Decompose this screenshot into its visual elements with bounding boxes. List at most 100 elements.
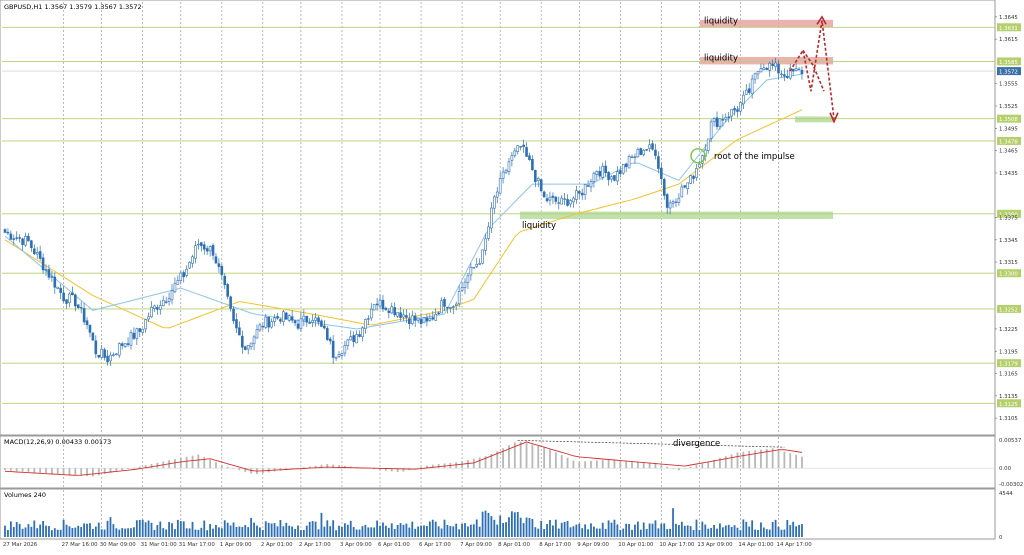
candle[interactable] (308, 318, 312, 324)
candle[interactable] (176, 275, 180, 285)
candle[interactable] (15, 231, 19, 241)
candle[interactable] (648, 139, 651, 153)
candle[interactable] (317, 315, 320, 326)
candle[interactable] (144, 318, 147, 333)
candle[interactable] (79, 301, 83, 314)
candle[interactable] (510, 151, 514, 167)
candle[interactable] (243, 345, 247, 351)
candle[interactable] (323, 320, 326, 330)
candle[interactable] (478, 258, 481, 265)
candle[interactable] (516, 145, 520, 155)
candle[interactable] (522, 139, 525, 153)
candle[interactable] (507, 157, 511, 176)
candle[interactable] (232, 306, 235, 324)
candle[interactable] (27, 232, 30, 242)
candle[interactable] (680, 183, 684, 198)
candle[interactable] (337, 350, 341, 358)
candle[interactable] (771, 59, 774, 70)
candle[interactable] (161, 295, 165, 307)
candle[interactable] (249, 342, 253, 350)
candle[interactable] (167, 292, 171, 306)
candle[interactable] (44, 264, 48, 276)
candle[interactable] (264, 313, 268, 330)
candle[interactable] (569, 198, 572, 208)
candle[interactable] (88, 324, 92, 338)
candle[interactable] (706, 138, 710, 154)
candle[interactable] (422, 317, 426, 324)
candle[interactable] (618, 165, 622, 178)
candle[interactable] (372, 304, 376, 311)
candle[interactable] (566, 194, 569, 207)
candle[interactable] (290, 310, 294, 324)
candle[interactable] (194, 240, 197, 264)
candle[interactable] (185, 265, 188, 278)
candle[interactable] (504, 168, 508, 174)
candle[interactable] (765, 66, 769, 71)
candle[interactable] (794, 63, 798, 72)
candle[interactable] (551, 192, 555, 204)
candle[interactable] (103, 347, 106, 361)
candle[interactable] (132, 327, 136, 340)
candle[interactable] (384, 306, 388, 312)
candle[interactable] (76, 304, 80, 309)
candle[interactable] (305, 315, 309, 327)
candle[interactable] (153, 304, 156, 312)
candle[interactable] (586, 180, 590, 188)
candle[interactable] (74, 293, 77, 312)
candle[interactable] (460, 281, 464, 292)
candle[interactable] (797, 67, 801, 71)
candle[interactable] (115, 353, 118, 356)
candle[interactable] (718, 118, 722, 130)
candle[interactable] (138, 327, 142, 338)
candle[interactable] (434, 308, 438, 321)
candle[interactable] (282, 310, 285, 326)
candle[interactable] (639, 147, 643, 156)
candle[interactable] (519, 146, 522, 151)
candle[interactable] (129, 329, 133, 350)
candle[interactable] (715, 111, 719, 130)
candle[interactable] (94, 335, 98, 359)
candle[interactable] (343, 340, 347, 357)
candle[interactable] (6, 228, 10, 236)
candle[interactable] (800, 66, 804, 80)
candle[interactable] (367, 315, 370, 325)
candle[interactable] (9, 230, 13, 240)
candle[interactable] (68, 292, 71, 308)
candle[interactable] (284, 312, 288, 320)
candle[interactable] (490, 202, 493, 234)
candle[interactable] (475, 257, 479, 269)
candle[interactable] (472, 267, 476, 269)
candle[interactable] (208, 245, 212, 257)
candle[interactable] (65, 299, 68, 309)
candle[interactable] (469, 263, 473, 281)
candle[interactable] (762, 63, 766, 71)
candle[interactable] (191, 254, 194, 268)
candle[interactable] (120, 341, 124, 350)
candle[interactable] (18, 234, 21, 243)
candle[interactable] (405, 309, 408, 323)
candle[interactable] (47, 264, 51, 280)
candle[interactable] (197, 239, 200, 250)
candle[interactable] (457, 285, 461, 308)
candle[interactable] (692, 174, 695, 184)
candle[interactable] (630, 154, 634, 159)
candle[interactable] (627, 154, 631, 169)
candle[interactable] (293, 319, 297, 327)
candle[interactable] (560, 195, 564, 205)
candle[interactable] (780, 70, 783, 78)
candle[interactable] (173, 277, 177, 294)
candle[interactable] (38, 245, 42, 261)
candle[interactable] (35, 247, 39, 259)
candle[interactable] (739, 100, 742, 115)
candle[interactable] (71, 286, 74, 296)
candle[interactable] (112, 352, 115, 357)
candle[interactable] (536, 176, 540, 187)
candle[interactable] (296, 319, 300, 331)
candle[interactable] (493, 195, 496, 214)
candle[interactable] (100, 345, 103, 359)
candle[interactable] (583, 183, 587, 200)
candle[interactable] (30, 239, 33, 252)
candle[interactable] (539, 178, 543, 193)
candle[interactable] (361, 326, 364, 342)
